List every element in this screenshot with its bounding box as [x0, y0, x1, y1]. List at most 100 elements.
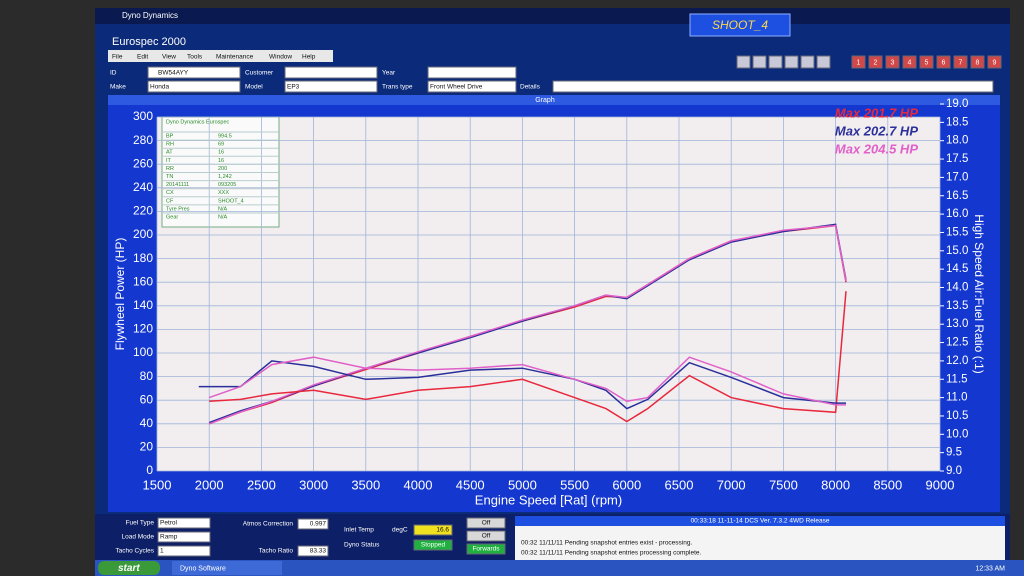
field-input[interactable]: [147, 80, 241, 93]
number-button-label: 4: [908, 59, 912, 66]
y2-tick-label: 17.0: [946, 171, 968, 183]
info-value: 200: [218, 166, 227, 172]
y-tick-label: 200: [133, 227, 153, 241]
y-tick-label: 180: [133, 251, 153, 265]
field-label: Model: [245, 84, 263, 91]
control-value: 1: [160, 548, 164, 555]
y2-tick-label: 14.5: [946, 263, 968, 275]
switch-button[interactable]: [466, 543, 506, 555]
taskbar-app[interactable]: [172, 561, 282, 575]
control-value: Petrol: [160, 520, 178, 527]
number-button[interactable]: [936, 55, 951, 69]
menu-item[interactable]: Help: [302, 54, 316, 61]
info-key: Gear: [166, 214, 178, 220]
x-tick-label: 4000: [404, 477, 433, 492]
info-value: XXX: [218, 190, 229, 196]
status-header-text: 00:33:18 11-11-14 DCS Ver. 7.3.2 4WD Rel…: [691, 518, 830, 525]
control-label: Dyno Status: [344, 542, 380, 549]
info-value: N/A: [218, 206, 228, 212]
menu-item[interactable]: Maintenance: [216, 54, 254, 61]
field-input[interactable]: [427, 80, 517, 93]
field-input[interactable]: [147, 66, 241, 79]
y-tick-label: 220: [133, 204, 153, 218]
x-tick-label: 7500: [769, 477, 798, 492]
field-label: ID: [110, 70, 117, 77]
taskbar-app-label: Dyno Software: [180, 565, 226, 572]
control-label: Tacho Cycles: [115, 548, 154, 555]
control-input[interactable]: [297, 545, 329, 557]
toolbar-icon[interactable]: [800, 55, 815, 69]
y-tick-label: 120: [133, 322, 153, 336]
toolbar-icon[interactable]: [736, 55, 751, 69]
y-tick-label: 0: [146, 463, 153, 477]
toolbar-icon[interactable]: [768, 55, 783, 69]
menu-item[interactable]: File: [112, 54, 123, 61]
control-input[interactable]: [297, 518, 329, 530]
log-line: 00:32 11/11/11 Pending snapshot entries …: [521, 540, 692, 547]
menu-item[interactable]: View: [162, 54, 176, 61]
window-title: Eurospec 2000: [112, 36, 186, 48]
switch-label: Forwards: [472, 546, 500, 553]
toolbar-icon[interactable]: [784, 55, 799, 69]
y-tick-label: 20: [140, 440, 154, 454]
menu-item[interactable]: Tools: [187, 54, 203, 61]
data-line: [198, 360, 846, 410]
field-input[interactable]: [427, 66, 517, 79]
y2-tick-label: 15.0: [946, 245, 968, 257]
control-input[interactable]: [157, 517, 211, 529]
y-tick-label: 260: [133, 156, 153, 170]
number-button-label: 5: [925, 59, 929, 66]
legend-entry: Max 201.7 HP: [835, 105, 918, 120]
control-input[interactable]: [157, 545, 211, 557]
info-value: 093205: [218, 182, 236, 188]
number-button[interactable]: [902, 55, 917, 69]
info-key: TN: [166, 174, 173, 180]
switch-button[interactable]: [466, 517, 506, 529]
y2-tick-label: 19.0: [946, 98, 968, 110]
info-value: 16: [218, 150, 224, 156]
info-value: 69: [218, 142, 224, 148]
number-button[interactable]: [953, 55, 968, 69]
control-input[interactable]: [157, 531, 211, 543]
menu-item[interactable]: Edit: [137, 54, 148, 61]
info-value: 1,242: [218, 174, 232, 180]
y2-tick-label: 12.5: [946, 337, 968, 349]
y2-tick-label: 15.5: [946, 226, 968, 238]
clock: 12:33 AM: [975, 565, 1005, 572]
x-tick-label: 3500: [351, 477, 380, 492]
field-input[interactable]: [284, 80, 378, 93]
control-value: Stopped: [421, 542, 446, 549]
legend-entry: Max 204.5 HP: [835, 141, 918, 156]
x-tick-label: 1500: [143, 477, 172, 492]
toolbar-icon[interactable]: [752, 55, 767, 69]
number-button-label: 9: [993, 59, 997, 66]
y-tick-label: 300: [133, 109, 153, 123]
number-button[interactable]: [868, 55, 883, 69]
graph-title-bar: [108, 95, 1000, 105]
legend-entry: Max 202.7 HP: [835, 123, 918, 138]
toolbar-icon[interactable]: [816, 55, 831, 69]
control-value: 83.33: [310, 548, 327, 555]
field-input[interactable]: [552, 80, 994, 93]
number-button-label: 1: [857, 59, 861, 66]
control-label: Tacho Ratio: [259, 548, 294, 555]
number-button[interactable]: [970, 55, 985, 69]
y2-tick-label: 18.5: [946, 116, 968, 128]
field-input[interactable]: [284, 66, 378, 79]
control-value: 16.6: [436, 527, 449, 534]
y-tick-label: 60: [140, 392, 154, 406]
y2-tick-label: 17.5: [946, 153, 968, 165]
field-value: BW54AYY: [158, 70, 189, 77]
number-button[interactable]: [919, 55, 934, 69]
x-tick-label: 6500: [665, 477, 694, 492]
number-button[interactable]: [987, 55, 1002, 69]
field-value: Honda: [150, 84, 170, 91]
switch-button[interactable]: [466, 530, 506, 542]
number-button[interactable]: [885, 55, 900, 69]
menu-bar: [108, 50, 333, 62]
menu-item[interactable]: Window: [269, 54, 292, 61]
start-button[interactable]: [98, 561, 160, 575]
number-button[interactable]: [851, 55, 866, 69]
field-value: Front Wheel Drive: [430, 84, 483, 91]
